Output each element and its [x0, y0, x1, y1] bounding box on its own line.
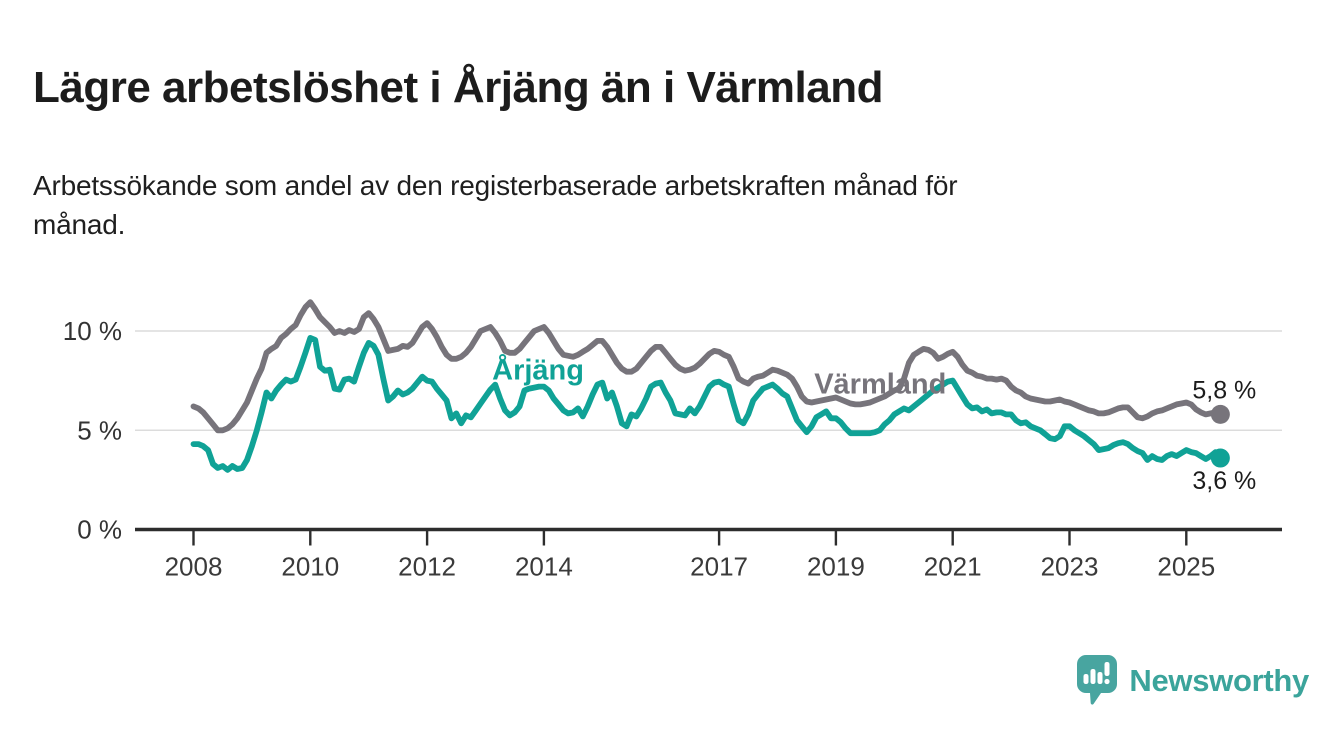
end-dot-arjang [1210, 448, 1230, 468]
x-axis-label: 2023 [1041, 552, 1099, 582]
series-line-varmland [190, 299, 1224, 434]
series-label-varmland: Värmland [814, 369, 946, 401]
series-label-arjang: Årjäng [492, 354, 584, 387]
end-value-label-arjang: 3,6 % [1192, 467, 1256, 495]
x-axis-label: 2010 [281, 552, 339, 582]
end-value-label-varmland: 5,8 % [1192, 376, 1256, 404]
x-axis-label: 2008 [165, 552, 223, 582]
y-axis-label: 10 % [63, 316, 122, 346]
x-axis-label: 2012 [398, 552, 456, 582]
page-title: Lägre arbetslöshet i Årjäng än i Värmlan… [33, 63, 883, 113]
end-dot-varmland [1210, 404, 1230, 424]
newsworthy-bubble-icon [1077, 655, 1118, 705]
x-axis-label: 2014 [515, 552, 573, 582]
newsworthy-wordmark: Newsworthy [1129, 663, 1309, 698]
page-subtitle: Arbetssökande som andel av den registerb… [33, 170, 958, 240]
series-line-arjang [190, 334, 1224, 473]
y-axis-label: 5 % [77, 415, 122, 445]
x-axis-label: 2017 [690, 552, 748, 582]
unemployment-line-chart: 0 % 5 % 10 % 2008 2010 2012 2014 2017 2019 2021 20… [63, 299, 1282, 582]
y-axis-label: 0 % [77, 515, 122, 545]
x-axis-label: 2021 [924, 552, 982, 582]
x-axis-label: 2019 [807, 552, 865, 582]
newsworthy-logo[interactable]: Newsworthy [1076, 654, 1309, 708]
x-axis-label: 2025 [1157, 552, 1215, 582]
